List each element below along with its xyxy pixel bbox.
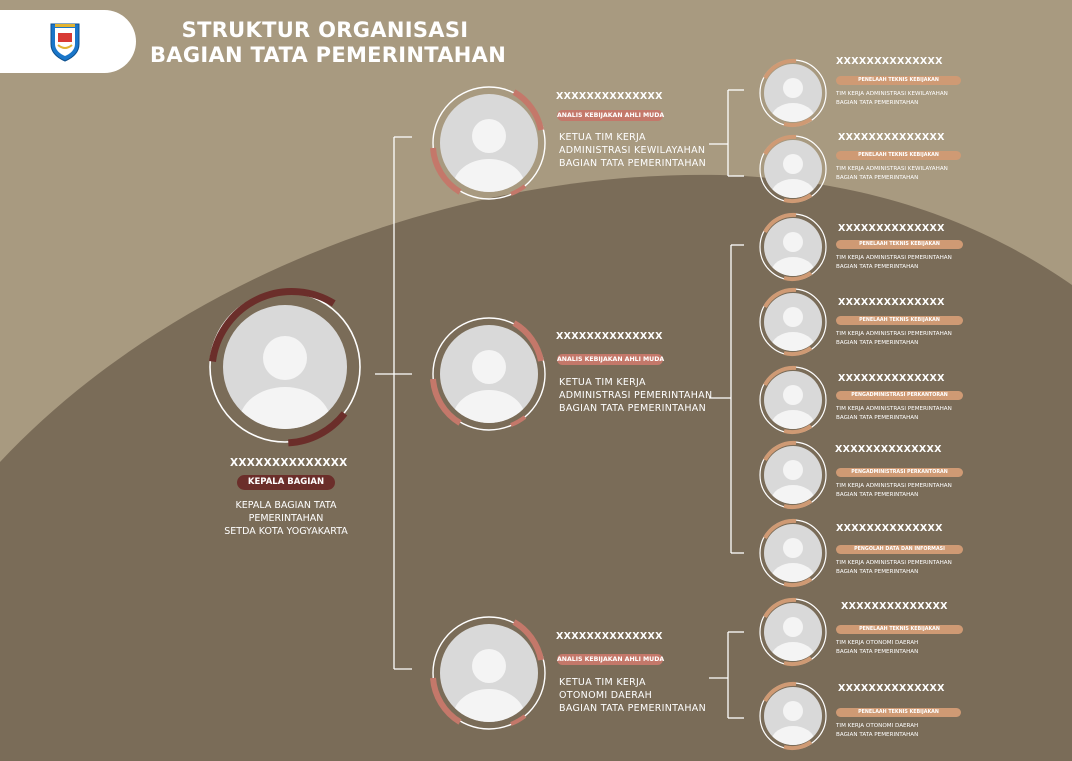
member-name: XXXXXXXXXXXXXX bbox=[838, 223, 945, 234]
member-desc-line: BAGIAN TATA PEMERINTAHAN bbox=[836, 339, 919, 346]
group-badge: ANALIS KEBIJAKAN AHLI MUDA bbox=[557, 654, 665, 665]
member-avatar bbox=[756, 516, 830, 590]
member-desc-line: BAGIAN TATA PEMERINTAHAN bbox=[836, 414, 919, 421]
group-desc-line: ADMINISTRASI KEWILAYAHAN bbox=[559, 145, 706, 156]
group-desc-line: KETUA TIM KERJA bbox=[559, 677, 646, 688]
member-desc-line: BAGIAN TATA PEMERINTAHAN bbox=[836, 263, 919, 270]
root-badge: KEPALA BAGIAN bbox=[237, 475, 335, 490]
city-emblem-icon bbox=[50, 23, 80, 62]
group-avatar bbox=[429, 83, 549, 203]
member-description: TIM KERJA OTONOMI DAERAH BAGIAN TATA PEM… bbox=[836, 639, 918, 656]
group-desc-line: OTONOMI DAERAH bbox=[559, 690, 653, 701]
root-desc-line: PEMERINTAHAN bbox=[248, 513, 324, 524]
group-name: XXXXXXXXXXXXXX bbox=[556, 331, 663, 342]
member-desc-line: TIM KERJA OTONOMI DAERAH bbox=[836, 723, 919, 729]
member-name: XXXXXXXXXXXXXX bbox=[841, 601, 948, 612]
member-description: TIM KERJA ADMINISTRASI PEMERINTAHAN BAGI… bbox=[836, 330, 952, 347]
member-avatar bbox=[756, 438, 830, 512]
group-desc-line: BAGIAN TATA PEMERINTAHAN bbox=[559, 403, 706, 414]
member-name: XXXXXXXXXXXXXX bbox=[838, 683, 945, 694]
member-desc-line: TIM KERJA ADMINISTRASI PEMERINTAHAN bbox=[836, 483, 952, 489]
root-description: KEPALA BAGIAN TATA PEMERINTAHAN SETDA KO… bbox=[210, 499, 362, 538]
member-avatar bbox=[756, 132, 830, 206]
member-desc-line: BAGIAN TATA PEMERINTAHAN bbox=[836, 99, 919, 106]
member-desc-line: BAGIAN TATA PEMERINTAHAN bbox=[836, 491, 919, 498]
member-badge: PENELAAH TEKNIS KEBIJAKAN bbox=[836, 708, 961, 717]
member-name: XXXXXXXXXXXXXX bbox=[838, 373, 945, 384]
group-desc-line: KETUA TIM KERJA bbox=[559, 377, 646, 388]
group-desc-line: BAGIAN TATA PEMERINTAHAN bbox=[559, 158, 706, 169]
group-name: XXXXXXXXXXXXXX bbox=[556, 631, 663, 642]
member-name: XXXXXXXXXXXXXX bbox=[836, 56, 943, 67]
member-description: TIM KERJA ADMINISTRASI PEMERINTAHAN BAGI… bbox=[836, 254, 952, 271]
member-badge: PENELAAH TEKNIS KEBIJAKAN bbox=[836, 625, 963, 634]
title-line-2: BAGIAN TATA PEMERINTAHAN bbox=[150, 43, 507, 67]
title-line-1: STRUKTUR ORGANISASI bbox=[181, 18, 469, 42]
member-badge: PENELAAH TEKNIS KEBIJAKAN bbox=[836, 76, 961, 85]
group-badge: ANALIS KEBIJAKAN AHLI MUDA bbox=[557, 110, 665, 121]
member-desc-line: BAGIAN TATA PEMERINTAHAN bbox=[836, 568, 919, 575]
member-name: XXXXXXXXXXXXXX bbox=[836, 523, 943, 534]
member-description: TIM KERJA ADMINISTRASI PEMERINTAHAN BAGI… bbox=[836, 559, 952, 576]
member-avatar bbox=[756, 56, 830, 130]
member-name: XXXXXXXXXXXXXX bbox=[838, 132, 945, 143]
member-description: TIM KERJA ADMINISTRASI KEWILAYAHAN BAGIA… bbox=[836, 90, 948, 107]
page-title: STRUKTUR ORGANISASI BAGIAN TATA PEMERINT… bbox=[150, 18, 507, 68]
member-desc-line: BAGIAN TATA PEMERINTAHAN bbox=[836, 174, 919, 181]
member-avatar bbox=[756, 363, 830, 437]
logo-tab bbox=[0, 10, 136, 73]
member-badge: PENELAAH TEKNIS KEBIJAKAN bbox=[836, 316, 963, 325]
member-desc-line: BAGIAN TATA PEMERINTAHAN bbox=[836, 731, 919, 738]
member-desc-line: TIM KERJA ADMINISTRASI PEMERINTAHAN bbox=[836, 560, 952, 566]
member-description: TIM KERJA ADMINISTRASI PEMERINTAHAN BAGI… bbox=[836, 482, 952, 499]
member-avatar bbox=[756, 285, 830, 359]
member-desc-line: TIM KERJA ADMINISTRASI KEWILAYAHAN bbox=[836, 91, 948, 97]
root-desc-line: SETDA KOTA YOGYAKARTA bbox=[224, 526, 348, 537]
member-desc-line: TIM KERJA OTONOMI DAERAH bbox=[836, 640, 919, 646]
group-description: KETUA TIM KERJA OTONOMI DAERAH BAGIAN TA… bbox=[559, 676, 706, 715]
group-desc-line: ADMINISTRASI PEMERINTAHAN bbox=[559, 390, 713, 401]
member-avatar bbox=[756, 595, 830, 669]
member-desc-line: BAGIAN TATA PEMERINTAHAN bbox=[836, 648, 919, 655]
member-description: TIM KERJA OTONOMI DAERAH BAGIAN TATA PEM… bbox=[836, 722, 918, 739]
member-badge: PENGADMINISTRASI PERKANTORAN bbox=[836, 391, 963, 400]
member-avatar bbox=[756, 679, 830, 753]
group-description: KETUA TIM KERJA ADMINISTRASI PEMERINTAHA… bbox=[559, 376, 712, 415]
member-desc-line: TIM KERJA ADMINISTRASI PEMERINTAHAN bbox=[836, 331, 952, 337]
member-name: XXXXXXXXXXXXXX bbox=[838, 297, 945, 308]
member-desc-line: TIM KERJA ADMINISTRASI PEMERINTAHAN bbox=[836, 406, 952, 412]
group-desc-line: BAGIAN TATA PEMERINTAHAN bbox=[559, 703, 706, 714]
member-desc-line: TIM KERJA ADMINISTRASI KEWILAYAHAN bbox=[836, 166, 948, 172]
member-badge: PENELAAH TEKNIS KEBIJAKAN bbox=[836, 151, 961, 160]
root-desc-line: KEPALA BAGIAN TATA bbox=[235, 500, 337, 511]
group-description: KETUA TIM KERJA ADMINISTRASI KEWILAYAHAN… bbox=[559, 131, 706, 170]
member-description: TIM KERJA ADMINISTRASI PEMERINTAHAN BAGI… bbox=[836, 405, 952, 422]
member-badge: PENGADMINISTRASI PERKANTORAN bbox=[836, 468, 963, 477]
group-desc-line: KETUA TIM KERJA bbox=[559, 132, 646, 143]
member-badge: PENELAAH TEKNIS KEBIJAKAN bbox=[836, 240, 963, 249]
member-name: XXXXXXXXXXXXXX bbox=[835, 444, 942, 455]
member-description: TIM KERJA ADMINISTRASI KEWILAYAHAN BAGIA… bbox=[836, 165, 948, 182]
group-badge: ANALIS KEBIJAKAN AHLI MUDA bbox=[557, 354, 665, 365]
group-name: XXXXXXXXXXXXXX bbox=[556, 91, 663, 102]
member-desc-line: TIM KERJA ADMINISTRASI PEMERINTAHAN bbox=[836, 255, 952, 261]
root-name: XXXXXXXXXXXXXX bbox=[230, 457, 348, 469]
member-badge: PENGOLAH DATA DAN INFORMASI bbox=[836, 545, 963, 554]
group-avatar bbox=[429, 314, 549, 434]
member-avatar bbox=[756, 210, 830, 284]
group-avatar bbox=[429, 613, 549, 733]
root-avatar bbox=[205, 287, 365, 447]
